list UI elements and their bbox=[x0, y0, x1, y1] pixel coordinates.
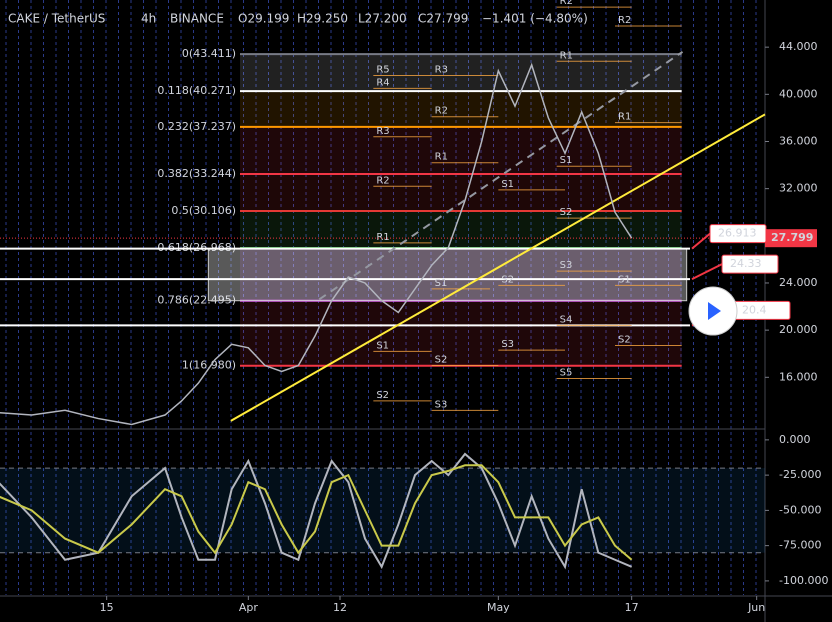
pivot-label: R2 bbox=[618, 15, 631, 26]
range-box bbox=[207, 248, 688, 302]
x-tick-label: 15 bbox=[100, 601, 114, 614]
y-tick-label: 40.000 bbox=[779, 87, 818, 100]
pivot-label: S1 bbox=[435, 278, 448, 289]
fib-zone bbox=[240, 173, 682, 211]
pivot-label: S2 bbox=[376, 390, 389, 401]
band-fill bbox=[0, 468, 765, 553]
y-tick-label: -50.000 bbox=[779, 503, 821, 516]
fib-zone bbox=[240, 210, 682, 248]
callout-label: 20.4 bbox=[742, 303, 767, 316]
pivot-label: S4 bbox=[560, 314, 573, 325]
fib-label: 0.618(26.968) bbox=[157, 241, 236, 254]
last-price-box bbox=[765, 229, 817, 248]
fib-label: 0.118(40.271) bbox=[157, 84, 236, 97]
fib-label: 0.232(37.237) bbox=[157, 120, 236, 133]
fib-label: 1(16.980) bbox=[182, 359, 236, 372]
callout-pointer bbox=[691, 263, 723, 280]
pivot-label: S5 bbox=[560, 367, 573, 378]
pivot-label: R1 bbox=[560, 50, 573, 61]
pivot-label: R2 bbox=[560, 0, 573, 7]
low: L27.200 bbox=[358, 12, 407, 26]
callout-box bbox=[721, 254, 779, 274]
pivot-label: S2 bbox=[435, 355, 448, 366]
change: −1.401 (−4.80%) bbox=[482, 12, 588, 26]
exchange: BINANCE bbox=[170, 12, 224, 26]
dashed-line bbox=[318, 51, 684, 301]
callout-label: 24.33 bbox=[730, 257, 762, 270]
x-tick-label: Apr bbox=[239, 601, 259, 614]
pivot-label: R3 bbox=[376, 126, 389, 137]
y-tick-label: 44.000 bbox=[779, 40, 818, 53]
y-tick-label: -75.000 bbox=[779, 539, 821, 552]
series-line bbox=[0, 62, 633, 426]
x-tick-label: 17 bbox=[625, 601, 639, 614]
fib-label: 0.382(33.244) bbox=[157, 167, 236, 180]
play-button[interactable] bbox=[688, 286, 738, 336]
pivot-label: S1 bbox=[618, 274, 631, 285]
interval: 4h bbox=[141, 12, 156, 26]
pivot-label: S3 bbox=[435, 399, 448, 410]
x-tick-label: May bbox=[487, 601, 510, 614]
y-tick-label: 0.000 bbox=[779, 433, 811, 446]
x-tick-label: 12 bbox=[333, 601, 347, 614]
y-tick-label: 32.000 bbox=[779, 182, 818, 195]
fib-zone bbox=[240, 247, 682, 301]
fib-label: 0.5(30.106) bbox=[171, 204, 236, 217]
pivot-label: R1 bbox=[618, 112, 631, 123]
y-tick-label: -100.000 bbox=[779, 574, 828, 587]
pivot-label: R3 bbox=[435, 64, 448, 75]
callout-pointer bbox=[691, 232, 711, 250]
fib-zone bbox=[240, 300, 682, 366]
last-price-label: 27.799 bbox=[771, 231, 813, 244]
pivot-label: S2 bbox=[618, 334, 631, 345]
pivot-label: R1 bbox=[435, 152, 448, 163]
y-tick-label: 20.000 bbox=[779, 323, 818, 336]
high: H29.250 bbox=[297, 12, 348, 26]
pivot-label: R2 bbox=[376, 175, 389, 186]
play-icon[interactable] bbox=[708, 302, 721, 320]
y-tick-label: 24.000 bbox=[779, 276, 818, 289]
open: O29.199 bbox=[238, 12, 289, 26]
x-tick-label: Jun bbox=[747, 601, 765, 614]
series-line bbox=[0, 464, 633, 561]
pivot-label: S3 bbox=[560, 260, 573, 271]
callout-box bbox=[709, 224, 767, 244]
pivot-label: S2 bbox=[560, 207, 573, 218]
fib-zone bbox=[240, 91, 682, 127]
pivot-label: S1 bbox=[501, 179, 514, 190]
pivot-label: R1 bbox=[376, 232, 389, 243]
symbol: CAKE / TetherUS bbox=[8, 12, 105, 26]
pivot-label: S2 bbox=[501, 274, 514, 285]
trendline bbox=[230, 113, 766, 422]
y-tick-label: 36.000 bbox=[779, 134, 818, 147]
y-tick-label: -25.000 bbox=[779, 468, 821, 481]
fib-label: 0(43.411) bbox=[182, 47, 236, 60]
fib-label: 0.786(22.495) bbox=[157, 294, 236, 307]
pivot-label: R5 bbox=[376, 64, 389, 75]
pivot-label: R2 bbox=[435, 106, 448, 117]
fib-zone bbox=[240, 126, 682, 174]
header: CAKE / TetherUS 4h BINANCE O29.199 H29.2… bbox=[8, 12, 588, 26]
y-tick-label: 16.000 bbox=[779, 370, 818, 383]
callout-label: 26.913 bbox=[718, 227, 757, 240]
pivot-label: S1 bbox=[376, 340, 389, 351]
pivot-label: R4 bbox=[376, 77, 389, 88]
fib-zone bbox=[240, 54, 682, 92]
close: C27.799 bbox=[418, 12, 468, 26]
pivot-label: S3 bbox=[501, 339, 514, 350]
pivot-label: S1 bbox=[560, 155, 573, 166]
